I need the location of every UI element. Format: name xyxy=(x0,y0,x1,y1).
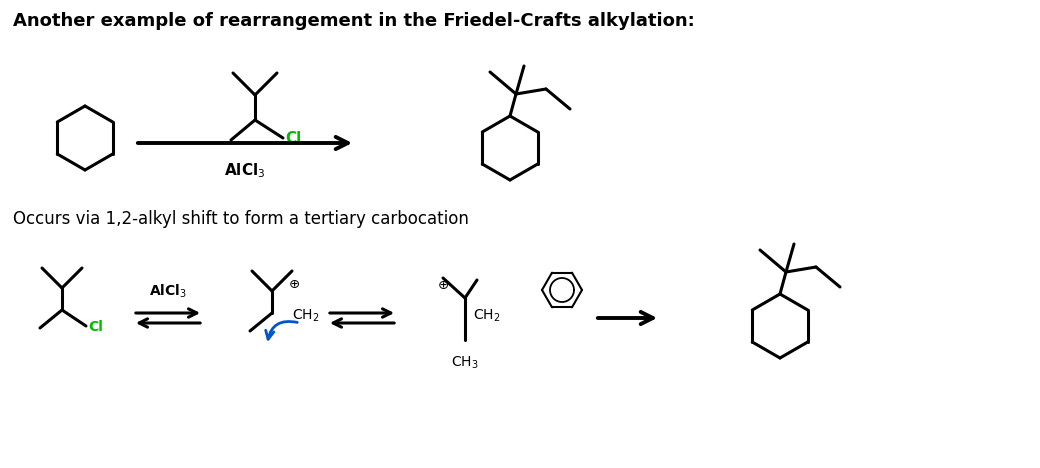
Text: Another example of rearrangement in the Friedel-Crafts alkylation:: Another example of rearrangement in the … xyxy=(12,12,695,30)
Text: CH$_2$: CH$_2$ xyxy=(292,308,319,324)
Text: ⊕: ⊕ xyxy=(288,278,300,292)
Text: Cl: Cl xyxy=(285,132,302,146)
Text: CH$_3$: CH$_3$ xyxy=(451,355,478,372)
Text: AlCl$_3$: AlCl$_3$ xyxy=(225,161,266,180)
Text: ⊕: ⊕ xyxy=(438,279,448,292)
Text: Cl: Cl xyxy=(88,320,103,334)
Text: CH$_2$: CH$_2$ xyxy=(473,308,500,324)
Text: AlCl$_3$: AlCl$_3$ xyxy=(149,283,187,300)
Text: Occurs via 1,2-alkyl shift to form a tertiary carbocation: Occurs via 1,2-alkyl shift to form a ter… xyxy=(12,210,469,228)
